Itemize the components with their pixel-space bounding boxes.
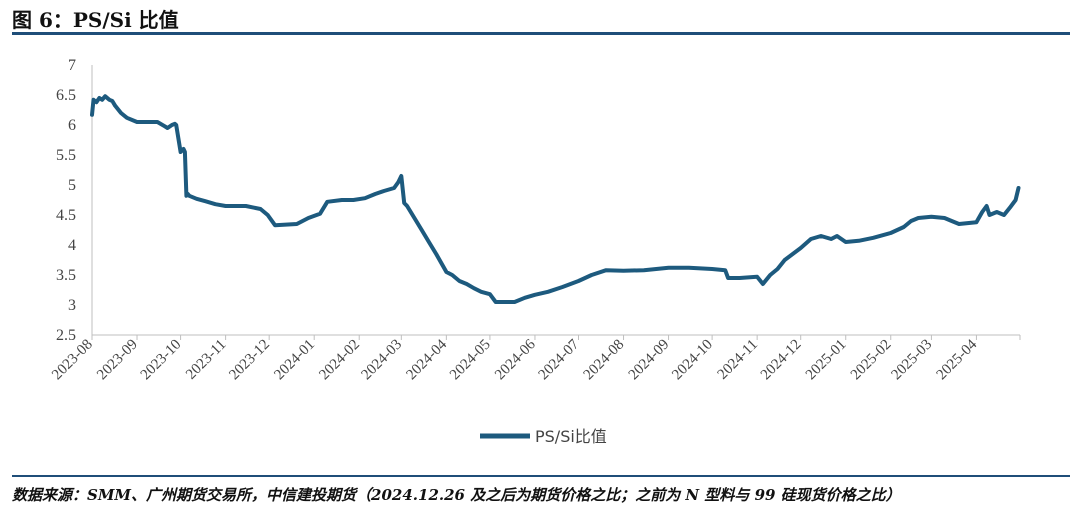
- title-rule: [12, 32, 1070, 35]
- x-tick-label: 2023-12: [226, 337, 273, 384]
- source-note: 数据来源：SMM、广州期货交易所，中信建投期货（2024.12.26 及之后为期…: [12, 486, 901, 504]
- x-axis: 2023-082023-092023-102023-112023-122024-…: [49, 334, 1021, 384]
- y-tick-label: 6.5: [56, 87, 76, 104]
- x-tick-label: 2024-11: [715, 337, 761, 383]
- x-tick-label: 2024-08: [581, 337, 628, 384]
- y-tick-label: 6: [68, 117, 76, 134]
- x-tick-label: 2024-06: [492, 336, 539, 383]
- x-tick-label: 2025-03: [889, 337, 936, 384]
- legend: PS/Si比值: [480, 427, 607, 446]
- y-tick-label: 5: [68, 177, 76, 194]
- x-tick-label: 2024-10: [669, 337, 716, 384]
- x-tick-label: 2025-02: [848, 337, 895, 384]
- line-chart: 2.5 3 3.5 4 4.5 5 5.5 6 6.5 7 2023-082023-092023-…: [49, 57, 1021, 446]
- y-tick-label: 7: [68, 57, 76, 74]
- x-tick-label: 2024-02: [316, 337, 363, 384]
- x-tick-label: 2024-03: [358, 337, 405, 384]
- y-tick-label: 4.5: [56, 207, 76, 224]
- x-tick-label: 2023-10: [138, 337, 185, 384]
- series-layer: [90, 94, 1021, 304]
- x-tick-label: 2025-01: [803, 337, 850, 384]
- y-tick-label: 3: [68, 297, 76, 314]
- x-tick-label: 2024-05: [447, 337, 494, 384]
- y-tick-label: 5.5: [56, 147, 76, 164]
- x-tick-label: 2024-01: [271, 337, 318, 384]
- y-tick-label: 2.5: [56, 327, 76, 344]
- bottom-rule: [12, 475, 1070, 477]
- y-tick-label: 3.5: [56, 267, 76, 284]
- x-tick-label: 2024-09: [626, 337, 673, 384]
- x-tick-label: 2024-07: [536, 336, 583, 383]
- y-axis: 2.5 3 3.5 4 4.5 5 5.5 6 6.5 7: [56, 57, 93, 344]
- legend-label: PS/Si比值: [535, 427, 607, 446]
- x-tick-label: 2025-04: [934, 336, 981, 383]
- y-tick-label: 4: [68, 237, 76, 254]
- x-tick-label: 2023-09: [94, 337, 141, 384]
- series-line: [90, 94, 1021, 304]
- x-tick-label: 2023-11: [183, 337, 229, 383]
- x-tick-label: 2024-12: [758, 337, 805, 384]
- figure-title: 图 6：PS/Si 比值: [12, 8, 179, 32]
- x-tick-label: 2024-04: [404, 336, 451, 383]
